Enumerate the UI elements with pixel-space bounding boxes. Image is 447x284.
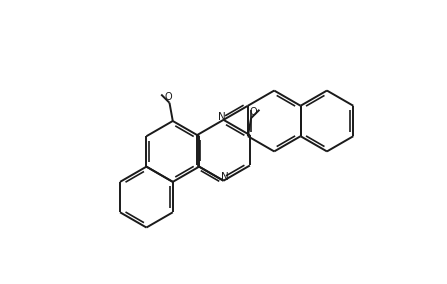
Text: O: O bbox=[249, 107, 257, 117]
Text: N: N bbox=[221, 172, 229, 182]
Text: N: N bbox=[218, 112, 226, 122]
Text: O: O bbox=[164, 92, 172, 102]
